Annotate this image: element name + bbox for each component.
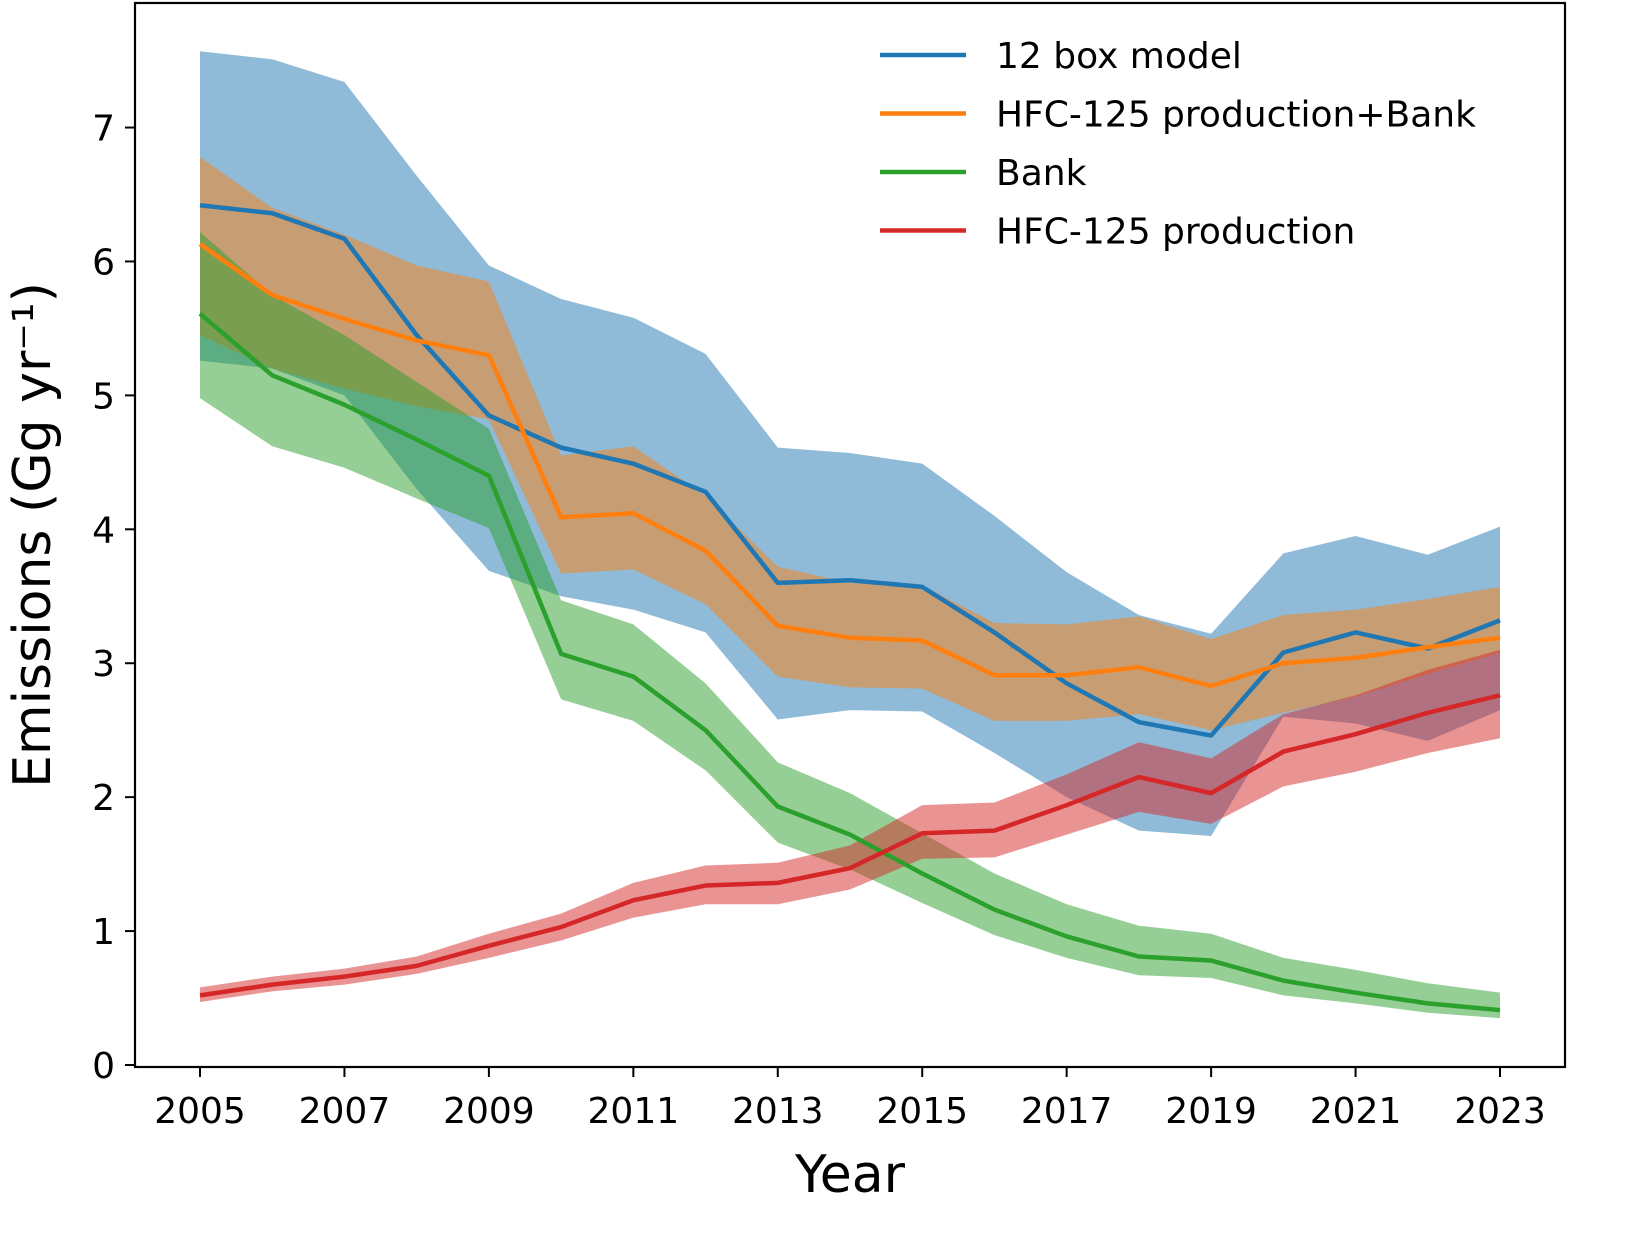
12-box-model-line bbox=[199, 202, 1501, 738]
y-axis-label: Emissions (Gg yr⁻¹) bbox=[3, 282, 63, 788]
y-axis: 0 1 2 3 4 5 6 7 bbox=[92, 109, 135, 1087]
x-tick-label: 2013 bbox=[732, 1091, 824, 1132]
hfc-125-production-line bbox=[199, 693, 1501, 998]
x-tick-label: 2011 bbox=[588, 1091, 680, 1132]
x-tick-label: 2017 bbox=[1021, 1091, 1113, 1132]
legend-label-12-box-model: 12 box model bbox=[996, 36, 1242, 77]
legend-label-hfc-125-production: HFC-125 production bbox=[996, 212, 1355, 253]
legend: 12 box model HFC-125 production+Bank Bank H… bbox=[880, 36, 1476, 253]
x-tick-label: 2021 bbox=[1310, 1091, 1402, 1132]
bank-line bbox=[198, 311, 1501, 1013]
x-tick-label: 2009 bbox=[443, 1091, 535, 1132]
y-tick-label: 7 bbox=[92, 109, 115, 150]
plot-frame bbox=[133, 1, 1567, 1069]
x-tick-label: 2007 bbox=[299, 1091, 391, 1132]
y-tick-label: 0 bbox=[92, 1046, 115, 1087]
x-axis-label: Year bbox=[794, 1145, 906, 1205]
y-tick-label: 3 bbox=[92, 644, 115, 685]
hfc-125-production-bank-line bbox=[198, 242, 1501, 689]
series-lines bbox=[198, 202, 1501, 1013]
uncertainty-bands bbox=[200, 51, 1500, 1019]
y-tick-label: 1 bbox=[92, 912, 115, 953]
y-tick-label: 4 bbox=[92, 510, 115, 551]
y-tick-label: 2 bbox=[92, 778, 115, 819]
legend-label-bank: Bank bbox=[996, 153, 1087, 194]
x-tick-label: 2023 bbox=[1454, 1091, 1546, 1132]
hfc-125-production-bank-band bbox=[200, 157, 1500, 731]
x-axis: 2005 2007 2009 2011 2013 2015 2017 2019 2021 2023 bbox=[154, 1067, 1546, 1132]
y-tick-label: 5 bbox=[92, 376, 115, 417]
x-tick-label: 2015 bbox=[876, 1091, 968, 1132]
x-tick-label: 2005 bbox=[154, 1091, 246, 1132]
y-tick-label: 6 bbox=[92, 242, 115, 283]
legend-label-hfc-125-production-bank: HFC-125 production+Bank bbox=[996, 95, 1476, 136]
x-tick-label: 2019 bbox=[1165, 1091, 1257, 1132]
